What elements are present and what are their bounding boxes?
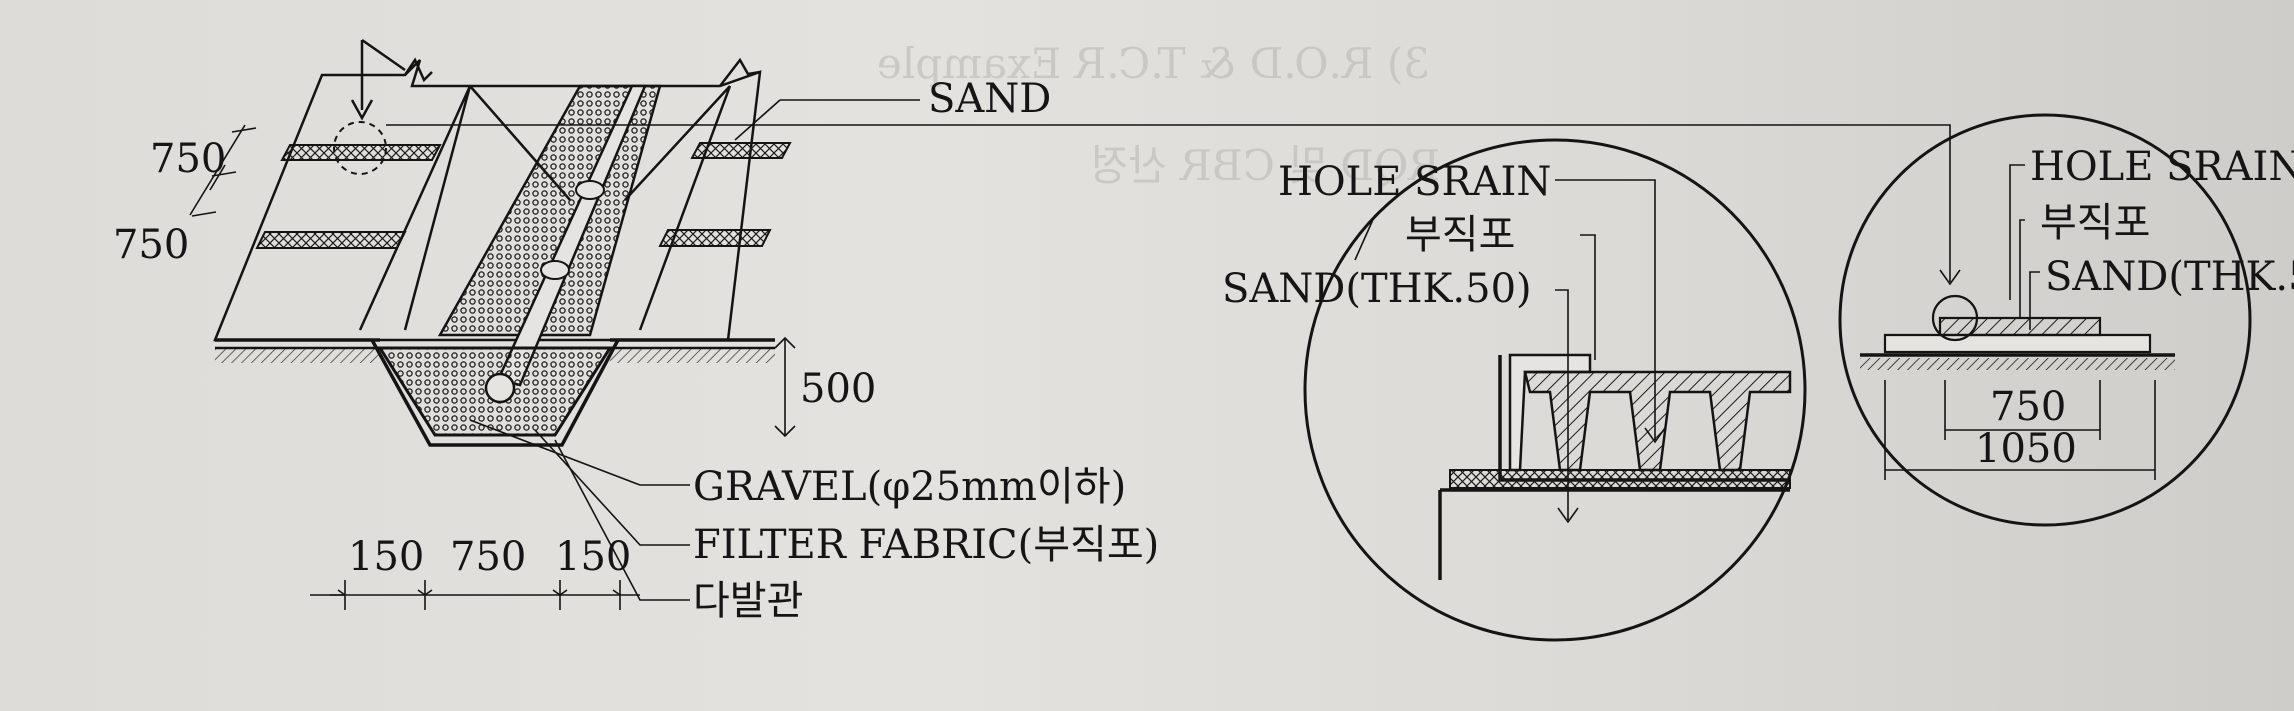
isometric-trench-drawing [189, 38, 920, 610]
pipe-label: 다발관 [693, 578, 803, 624]
sand-thickness-label-middle: SAND(THK.50) [1222, 266, 1532, 312]
svg-text:3) R.O.D & T.C.R Example: 3) R.O.D & T.C.R Example [877, 39, 1430, 88]
sand-thickness-label-right: SAND(THK.50) [2045, 254, 2294, 300]
middle-detail-labels: HOLE SRAIN 부직포 SAND(THK.50) [1222, 159, 1551, 312]
detail-circle-small [386, 113, 2252, 527]
sand-label: SAND [928, 76, 1051, 122]
svg-text:RQD 및 CBR 산정: RQD 및 CBR 산정 [1090, 141, 1440, 190]
hole-drain-label-right: HOLE SRAIN [2030, 144, 2294, 190]
dimension-1050-right: 1050 [1975, 426, 2077, 472]
gravel-label: GRAVEL(φ25mm이하) [693, 464, 1126, 510]
bleed-through-text: 3) R.O.D & T.C.R Example RQD 및 CBR 산정 [877, 39, 1440, 190]
left-diagram-labels: SAND 750 750 500 GRAVEL(φ25mm이하) FILTER … [113, 76, 1159, 624]
hole-drain-label-middle: HOLE SRAIN [1278, 159, 1551, 205]
fabric-label-middle: 부직포 [1405, 212, 1515, 258]
dimension-750-upper: 750 [150, 136, 226, 182]
dimension-750-right: 750 [1990, 384, 2066, 430]
dimension-750-lower: 750 [113, 222, 189, 268]
bottom-dimension-150-left: 150 [348, 534, 424, 580]
right-detail-labels: HOLE SRAIN 부직포 SAND(THK.50) 750 1050 [1975, 144, 2294, 472]
bottom-dimension-750: 750 [450, 534, 526, 580]
dimension-500: 500 [800, 366, 876, 412]
detail-circle-large [1303, 138, 1807, 642]
fabric-label-right: 부직포 [2040, 200, 2150, 246]
filter-fabric-label: FILTER FABRIC(부직포) [693, 522, 1159, 568]
bottom-dimension-150-right: 150 [555, 534, 631, 580]
